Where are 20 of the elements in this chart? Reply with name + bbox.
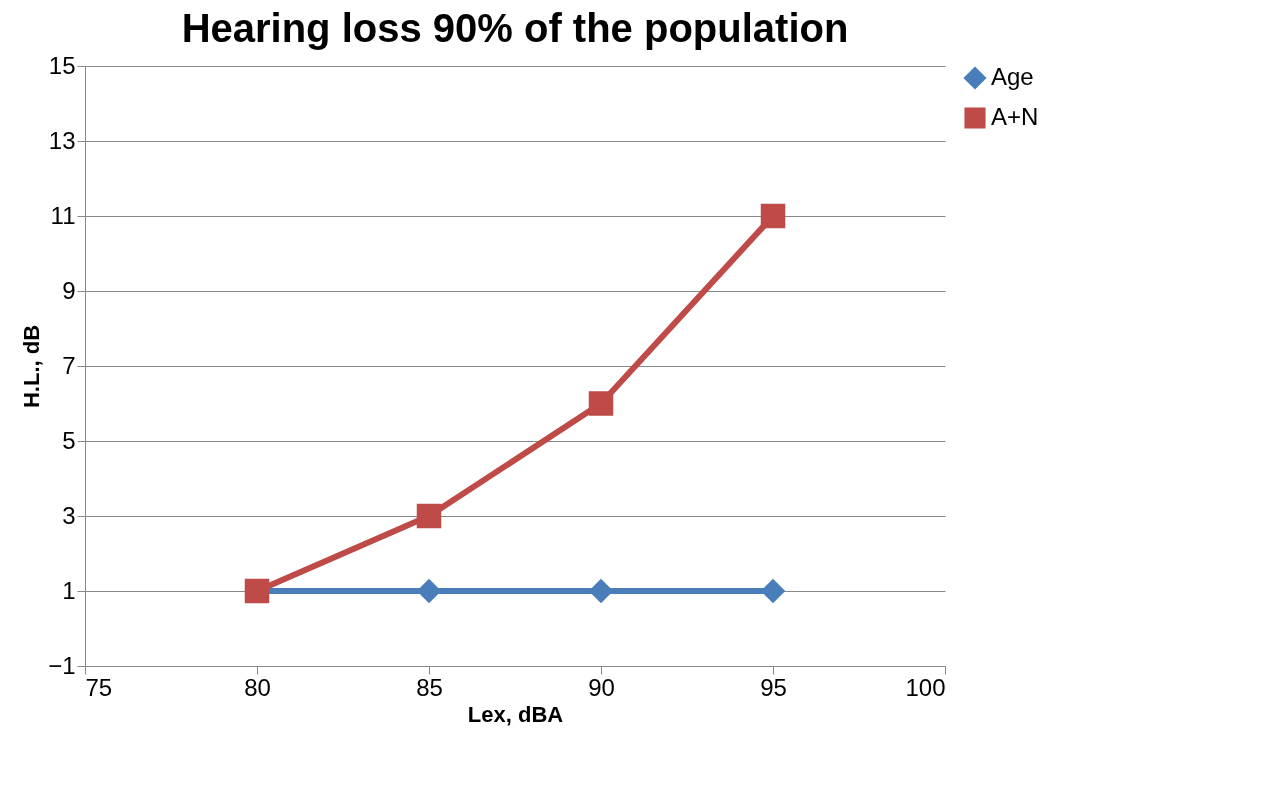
y-axis-title: H.L., dB	[19, 324, 45, 409]
y-tick-label: 7	[62, 351, 76, 379]
y-tick-label: 5	[62, 426, 76, 454]
y-tick-label: −1	[48, 651, 76, 679]
legend-label: A+N	[991, 103, 1039, 130]
y-tick-label: 11	[50, 201, 76, 229]
x-tick-label: 95	[760, 673, 787, 701]
chart-title: Hearing loss 90% of the population	[181, 6, 849, 50]
x-tick-label: 90	[588, 673, 615, 701]
x-tick-label: 80	[244, 673, 271, 701]
y-tick-label: 9	[62, 276, 76, 304]
x-tick-label: 85	[416, 673, 443, 701]
legend-label: Age	[991, 63, 1034, 90]
y-tick-label: 15	[48, 51, 76, 79]
x-axis-title: Lex, dBA	[467, 701, 564, 727]
y-tick-label: 13	[48, 126, 76, 154]
x-tick-label: 75	[85, 673, 113, 701]
y-tick-label: 3	[62, 501, 76, 529]
y-tick-label: 1	[62, 576, 76, 604]
x-tick-label: 100	[905, 673, 946, 701]
